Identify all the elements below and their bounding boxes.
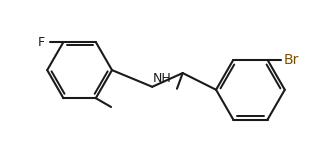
Text: NH: NH xyxy=(153,72,172,85)
Text: Br: Br xyxy=(283,53,299,67)
Text: F: F xyxy=(38,36,45,48)
